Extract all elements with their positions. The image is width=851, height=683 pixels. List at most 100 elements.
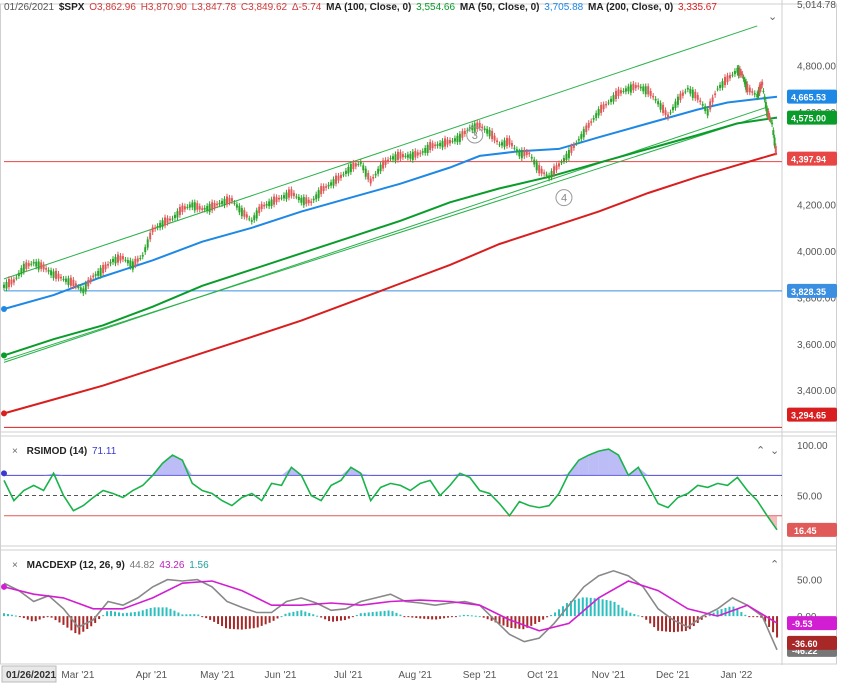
candle-body [486,128,489,134]
macd-histogram-bar [550,614,553,617]
candle-body [419,152,422,155]
candle-body [317,190,320,199]
macd-histogram-bar [601,599,604,617]
macd-histogram-bar [30,616,33,622]
candle-body [446,139,449,145]
macd-histogram-bar [502,616,505,626]
candle-body [674,101,677,108]
candle-body [595,113,598,119]
candle-body [149,232,152,240]
candle-body [582,129,585,138]
candle-body [756,94,759,98]
candle-body [580,134,583,139]
wave-annotation-circle [466,126,484,144]
macd-histogram-bar [177,612,180,617]
candle-body [503,140,506,147]
candle-body [667,114,670,118]
candle-body [444,138,447,147]
macd-histogram-bar [740,612,743,617]
candle-body [30,263,33,265]
candle-body [714,93,717,96]
candle-body [156,225,159,228]
macd-histogram-bar [419,616,422,619]
candle-body [669,112,672,114]
macd-histogram-bar [684,616,687,631]
candle-body [139,257,142,259]
candle-body [92,275,95,278]
candle-body [684,91,687,93]
candle-body [52,271,55,278]
macd-histogram-bar [133,612,136,617]
candle-body [377,168,380,174]
macd-histogram-bar [296,611,299,617]
rsi-value: 71.11 [91,446,117,457]
price-tag [787,283,837,298]
candle-body [610,98,613,103]
price-tick-label: 3,600.00 [797,340,836,351]
rsi-start-dot [1,470,7,477]
candle-body [624,88,627,92]
macd-pane-frame [0,545,837,665]
candle-body [743,79,746,85]
macd-histogram-bar [375,611,378,617]
candle-body [181,205,184,213]
macd-histogram-bar [6,613,9,617]
candle-body [89,278,92,282]
candle-body [456,135,459,143]
macd-histogram-bar [236,616,239,630]
candle-body [136,258,139,262]
candle-body [263,204,266,207]
macd-histogram-bar [343,616,346,621]
macd-histogram-bar [149,607,152,617]
macd-histogram-bar [688,616,691,630]
legend-close: C3,849.62 [240,2,288,13]
macd-histogram-bar [450,616,453,618]
candle-body [230,198,233,202]
candle-body [493,135,496,141]
macd-histogram-bar [268,616,271,623]
close-icon[interactable]: × [12,446,18,457]
candle-body [144,247,147,253]
macd-tag-label: -9.53 [792,619,813,629]
candle-body [74,283,77,287]
rsi-overbought-fill [608,449,619,476]
candle-body [82,288,85,294]
candle-body [310,201,313,203]
candle-body [208,204,211,213]
candle-body [577,138,580,141]
candle-body [146,239,149,248]
candle-body [260,204,263,210]
chevron-down-icon[interactable]: ⌄ [770,445,780,457]
candle-body [498,144,501,146]
macd-tag-label: -36.60 [792,639,818,649]
candle-body [273,196,276,205]
candle-body [305,197,308,204]
candle-body [109,261,112,264]
candle-body [387,159,390,162]
macd-histogram-bar [704,616,707,618]
candle-body [171,218,174,220]
candle-body [736,67,739,73]
macd-histogram-bar [336,616,339,622]
macd-histogram-bar [629,612,632,617]
candle-body [258,206,261,214]
candle-body [337,175,340,181]
macd-histogram-bar [339,616,342,621]
close-icon[interactable]: × [12,560,18,571]
macd-histogram-bar [102,615,105,617]
candle-body [773,137,776,146]
rsi-overbought-fill [162,455,173,476]
chevron-down-icon[interactable]: ⌄ [768,11,778,23]
candle-body [679,93,682,101]
candle-body [647,86,650,95]
chevron-up-icon[interactable]: ⌃ [756,445,766,457]
macd-histogram-bar [494,616,497,623]
macd-histogram-bar [653,616,656,628]
macd-histogram-bar [304,611,307,617]
candle-body [662,104,665,113]
chevron-up-icon[interactable]: ⌃ [770,559,780,571]
macd-histogram-bar [760,616,763,618]
x-tick-label: Jun '21 [265,670,297,681]
candle-body [585,125,588,132]
candle-body [243,210,246,217]
